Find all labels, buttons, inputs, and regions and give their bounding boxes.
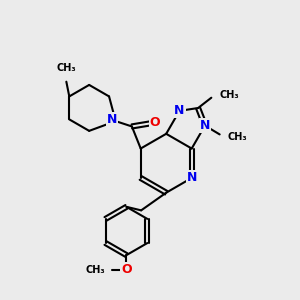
Text: CH₃: CH₃ (56, 63, 76, 74)
Text: CH₃: CH₃ (228, 132, 248, 142)
Text: CH₃: CH₃ (85, 265, 105, 275)
Text: O: O (121, 263, 132, 276)
Text: O: O (149, 116, 160, 129)
Text: CH₃: CH₃ (220, 90, 239, 100)
Text: N: N (107, 113, 117, 127)
Text: N: N (200, 119, 210, 132)
Text: N: N (174, 104, 184, 117)
Text: N: N (187, 172, 197, 184)
